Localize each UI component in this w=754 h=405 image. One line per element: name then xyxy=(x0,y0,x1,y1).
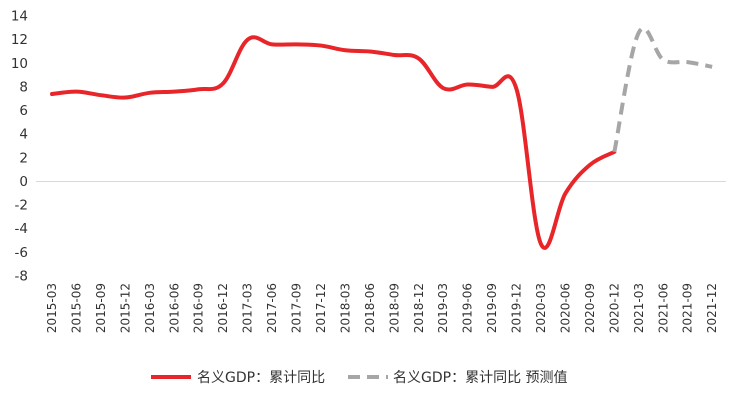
y-tick-label: -2 xyxy=(15,198,28,214)
y-tick-label: 6 xyxy=(19,103,28,119)
x-tick-label: 2015-03 xyxy=(45,283,59,333)
y-tick-label: -8 xyxy=(15,269,28,285)
x-tick-label: 2016-03 xyxy=(143,283,157,333)
y-tick-label: -4 xyxy=(15,221,28,237)
x-tick-label: 2017-06 xyxy=(265,283,279,333)
x-tick-label: 2018-03 xyxy=(338,283,352,333)
y-axis-labels: -8 -6 -4 -2 0 2 4 6 8 10 12 14 xyxy=(11,9,28,285)
y-tick-label: 0 xyxy=(19,174,28,190)
x-tick-label: 2017-09 xyxy=(290,283,304,333)
x-tick-label: 2017-03 xyxy=(241,283,255,333)
x-tick-label: 2019-09 xyxy=(485,283,499,333)
x-tick-label: 2018-06 xyxy=(363,283,377,333)
legend-label-forecast: 名义GDP：累计同比 预测值 xyxy=(393,370,568,386)
x-tick-label: 2020-03 xyxy=(534,283,548,333)
x-tick-label: 2021-09 xyxy=(681,283,695,333)
x-tick-label: 2018-09 xyxy=(387,283,401,333)
y-tick-label: 14 xyxy=(11,9,28,25)
legend: 名义GDP：累计同比 名义GDP：累计同比 预测值 xyxy=(151,370,568,386)
legend-label-actual: 名义GDP：累计同比 xyxy=(197,370,325,386)
x-tick-label: 2018-12 xyxy=(412,283,426,333)
x-tick-label: 2016-09 xyxy=(192,283,206,333)
x-tick-label: 2019-12 xyxy=(510,283,524,333)
x-tick-label: 2016-12 xyxy=(216,283,230,333)
x-tick-label: 2020-09 xyxy=(583,283,597,333)
forecast-series-line xyxy=(612,26,713,153)
x-tick-label: 2019-03 xyxy=(436,283,450,333)
x-tick-label: 2017-12 xyxy=(314,283,328,333)
x-tick-label: 2019-06 xyxy=(461,283,475,333)
x-tick-label: 2016-06 xyxy=(167,283,181,333)
y-tick-label: 8 xyxy=(19,79,28,95)
x-tick-label: 2015-12 xyxy=(118,283,132,333)
x-tick-label: 2021-06 xyxy=(656,283,670,333)
x-tick-label: 2021-12 xyxy=(705,283,719,333)
y-tick-label: 12 xyxy=(11,32,28,48)
series-layer xyxy=(50,26,713,250)
y-tick-label: 10 xyxy=(11,56,28,72)
actual-series-line xyxy=(50,35,617,250)
y-tick-label: 4 xyxy=(19,127,28,143)
x-axis-labels: 2015-03 2015-06 2015-09 2015-12 2016-03 2016-… xyxy=(45,283,719,333)
x-tick-label: 2020-12 xyxy=(607,283,621,333)
x-tick-label: 2021-03 xyxy=(632,283,646,333)
y-tick-label: -6 xyxy=(15,245,28,261)
x-tick-label: 2015-09 xyxy=(94,283,108,333)
y-tick-label: 2 xyxy=(19,150,28,166)
x-tick-label: 2020-06 xyxy=(558,283,572,333)
x-tick-label: 2015-06 xyxy=(69,283,83,333)
